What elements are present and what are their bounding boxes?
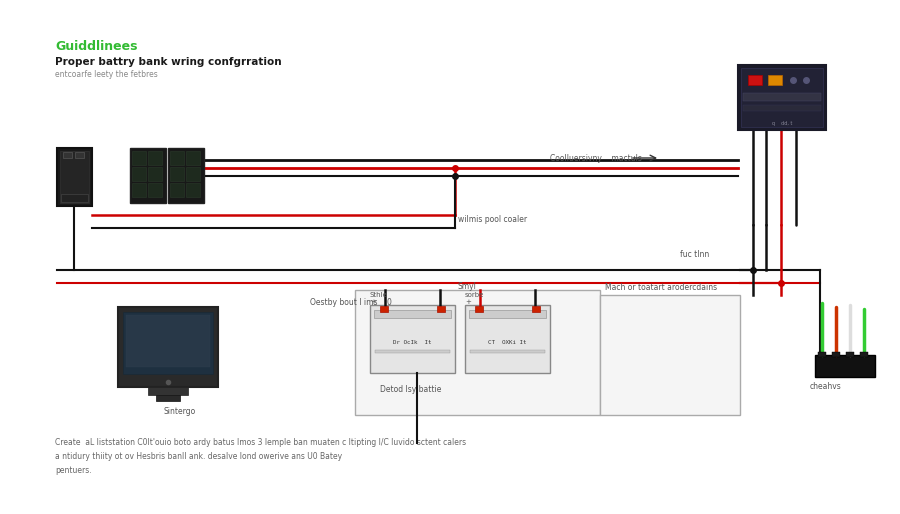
Bar <box>170 183 184 197</box>
Bar <box>75 152 84 158</box>
Bar <box>132 167 146 181</box>
Bar <box>748 75 762 85</box>
Bar <box>815 355 875 377</box>
Bar <box>130 148 166 203</box>
Bar <box>61 194 88 202</box>
Bar <box>600 295 740 415</box>
Bar <box>375 350 450 353</box>
Bar <box>738 65 826 130</box>
Bar <box>186 151 200 165</box>
Text: Detod lsy battie: Detod lsy battie <box>380 385 441 394</box>
Text: Mach or toatart arodercdains: Mach or toatart arodercdains <box>605 283 717 292</box>
Bar <box>170 151 184 165</box>
Text: wilmis pool coaler: wilmis pool coaler <box>458 215 527 224</box>
Bar <box>118 307 218 387</box>
Bar <box>126 315 210 367</box>
Text: CT  OXKi It: CT OXKi It <box>488 340 526 345</box>
Bar <box>743 93 821 101</box>
Text: Dr OcIk  It: Dr OcIk It <box>392 340 431 345</box>
Text: Guiddlinees: Guiddlinees <box>55 40 138 53</box>
Bar <box>370 305 455 373</box>
Text: entcoarfe leety the fetbres: entcoarfe leety the fetbres <box>55 70 158 79</box>
Bar <box>148 183 162 197</box>
Text: sorbe
+: sorbe + <box>465 292 484 305</box>
Bar <box>63 152 72 158</box>
Bar <box>148 387 188 395</box>
Bar <box>743 105 821 111</box>
Bar <box>57 148 92 206</box>
Bar <box>374 310 451 318</box>
Bar <box>470 350 545 353</box>
Text: cheahvs: cheahvs <box>810 382 842 391</box>
Bar <box>148 167 162 181</box>
Bar <box>768 75 782 85</box>
Bar <box>148 151 162 165</box>
Bar <box>123 312 213 374</box>
Bar <box>380 306 388 312</box>
Bar <box>818 352 826 357</box>
Bar <box>132 183 146 197</box>
Text: Proper battry bank wring confgrration: Proper battry bank wring confgrration <box>55 57 282 67</box>
Bar <box>170 167 184 181</box>
Bar <box>741 68 823 127</box>
Bar <box>532 306 540 312</box>
Bar <box>832 352 840 357</box>
Bar <box>846 352 854 357</box>
Bar <box>475 306 483 312</box>
Bar <box>355 290 600 415</box>
Bar <box>168 148 204 203</box>
Bar <box>465 305 550 373</box>
Text: Create  aL liststation C0lt'ouio boto ardy batus lmos 3 lemple ban muaten c ltip: Create aL liststation C0lt'ouio boto ard… <box>55 438 466 475</box>
Bar <box>860 352 868 357</box>
Bar <box>186 183 200 197</box>
Bar <box>186 167 200 181</box>
Bar <box>469 310 546 318</box>
Text: Sintergo: Sintergo <box>163 407 195 416</box>
Bar <box>60 151 89 203</box>
Text: Smyl: Smyl <box>457 282 476 291</box>
Text: fuc tlnn: fuc tlnn <box>680 250 709 259</box>
Text: q    dd, t: q dd, t <box>772 121 792 126</box>
Text: Coolluersivny    mactuls: Coolluersivny mactuls <box>550 154 642 163</box>
Bar <box>132 151 146 165</box>
Text: Sthle
+: Sthle + <box>370 292 388 305</box>
Bar <box>156 395 180 401</box>
Bar <box>437 306 445 312</box>
Text: Oestby bout l ims    0: Oestby bout l ims 0 <box>310 298 392 307</box>
